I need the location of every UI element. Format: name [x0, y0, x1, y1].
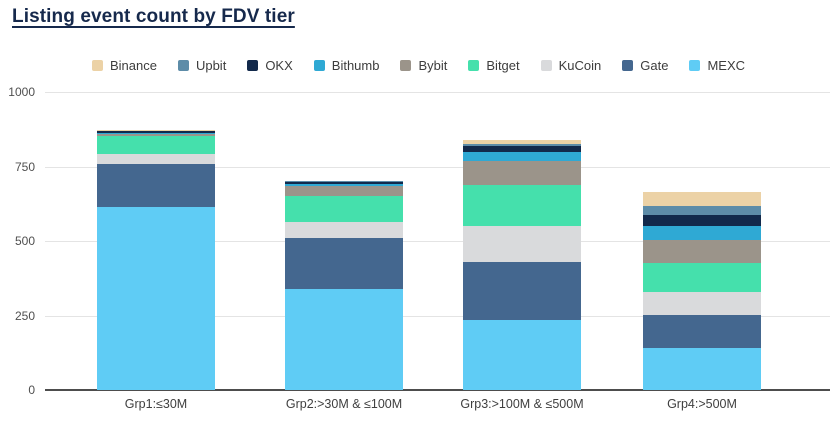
segment-bithumb-grp4	[643, 226, 761, 241]
segment-mexc-grp1	[97, 207, 215, 390]
segment-bybit-grp3	[463, 161, 581, 185]
segment-kucoin-grp2	[285, 221, 403, 239]
legend-item-bybit: Bybit	[400, 58, 447, 73]
legend-swatch-bithumb	[313, 60, 325, 71]
legend-item-kucoin: KuCoin	[540, 58, 602, 73]
y-tick-label-0: 0	[28, 383, 35, 397]
legend-swatch-upbit	[177, 60, 189, 71]
segment-bithumb-grp3	[463, 152, 581, 162]
legend-swatch-bitget	[468, 60, 480, 71]
y-tick-label-500: 500	[14, 234, 35, 248]
legend-item-bithumb: Bithumb	[313, 58, 380, 73]
gridline-500	[45, 241, 830, 242]
legend-label: MEXC	[707, 58, 746, 73]
legend-swatch-okx	[247, 60, 259, 71]
segment-gate-grp1	[97, 163, 215, 208]
segment-upbit-grp2	[285, 181, 403, 183]
segment-mexc-grp3	[463, 319, 581, 390]
legend-label: Bybit	[418, 58, 448, 73]
segment-binance-grp4	[643, 191, 761, 206]
legend-swatch-mexc	[689, 60, 701, 71]
y-tick-label-1000: 1000	[8, 85, 35, 99]
bar-grp2	[285, 180, 403, 390]
page-title: Listing event count by FDV tier	[12, 6, 295, 27]
legend-label: Bithumb	[331, 58, 380, 73]
segment-okx-grp2	[285, 182, 403, 184]
legend-swatch-binance	[91, 60, 103, 71]
legend-label: Gate	[640, 58, 669, 73]
segment-bithumb-grp1	[97, 133, 215, 134]
bar-grp3	[463, 140, 581, 390]
legend: Binance Upbit OKX Bithumb Bybit Bitget KuCoin G…	[0, 58, 837, 73]
legend-label: Bitget	[486, 58, 520, 73]
segment-binance-grp3	[463, 140, 581, 144]
legend-item-upbit: Upbit	[177, 58, 227, 73]
segment-bitget-grp3	[463, 185, 581, 227]
segment-bithumb-grp2	[285, 183, 403, 186]
bar-grp4	[643, 191, 761, 390]
x-axis-label-grp3: Grp3:>100M & ≤500M	[460, 397, 584, 411]
segment-gate-grp4	[643, 314, 761, 349]
x-axis-label-grp4: Grp4:>500M	[667, 397, 737, 411]
segment-okx-grp4	[643, 214, 761, 227]
segment-okx-grp3	[463, 146, 581, 153]
legend-swatch-gate	[622, 60, 634, 71]
y-tick-label-750: 750	[14, 159, 35, 174]
legend-label: KuCoin	[558, 58, 602, 73]
legend-swatch-bybit	[400, 60, 412, 71]
legend-label: Binance	[109, 58, 157, 73]
segment-bybit-grp2	[285, 185, 403, 197]
gridline-0	[45, 389, 830, 391]
segment-upbit-grp3	[463, 143, 581, 147]
segment-bitget-grp1	[97, 135, 215, 154]
segment-kucoin-grp3	[463, 226, 581, 262]
legend-swatch-kucoin	[540, 60, 552, 71]
segment-bitget-grp2	[285, 196, 403, 222]
legend-item-okx: OKX	[247, 58, 293, 73]
segment-okx-grp1	[97, 131, 215, 134]
plot-area: 0 250 500 750 1000 Grp1:≤30M Grp2:>30M & ≤100M…	[8, 85, 830, 411]
gridline-250	[45, 315, 830, 317]
segment-bybit-grp4	[643, 240, 761, 264]
y-tick-label-250: 250	[14, 308, 35, 323]
segment-upbit-grp4	[643, 205, 761, 215]
gridline-750	[45, 166, 830, 168]
segment-bitget-grp4	[643, 263, 761, 292]
segment-gate-grp2	[285, 238, 403, 289]
legend-label: Upbit	[195, 58, 227, 73]
gridline-1000	[45, 92, 830, 93]
legend-item-mexc: MEXC	[689, 58, 745, 73]
legend-item-binance: Binance	[91, 58, 157, 73]
segment-bybit-grp1	[97, 133, 215, 136]
segment-gate-grp3	[463, 261, 581, 320]
x-axis-label-grp1: Grp1:≤30M	[124, 397, 188, 411]
segment-kucoin-grp1	[97, 153, 215, 164]
segment-mexc-grp4	[643, 348, 761, 390]
x-axis-label-grp2: Grp2:>30M & ≤100M	[285, 397, 403, 411]
legend-item-gate: Gate	[622, 58, 668, 73]
segment-mexc-grp2	[285, 288, 403, 390]
bar-grp1	[97, 130, 215, 390]
segment-kucoin-grp4	[643, 291, 761, 315]
legend-item-bitget: Bitget	[468, 58, 520, 73]
legend-label: OKX	[265, 58, 293, 73]
